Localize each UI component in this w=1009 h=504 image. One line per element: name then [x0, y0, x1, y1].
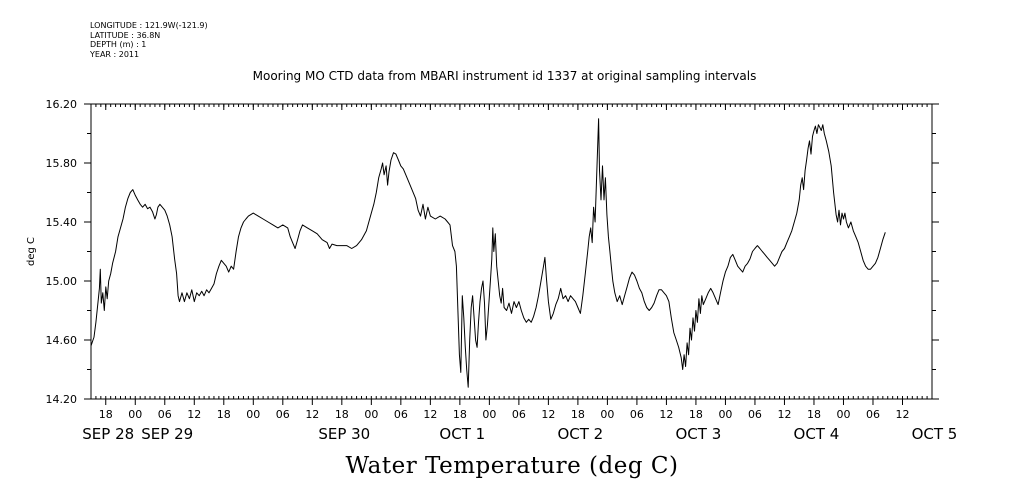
x-tick-label: 18: [99, 408, 113, 421]
x-tick-label: 18: [689, 408, 703, 421]
x-tick-labels: 18 00 06 12 18 00 06 12 18 00 06 12 18 00 06 12 18 00 06 12…: [99, 408, 910, 421]
x-tick-label: 00: [718, 408, 732, 421]
y-tick-labels: 14.20 14.60 15.00 15.40 15.80 16.20: [46, 98, 78, 406]
x-tick-label: 00: [364, 408, 378, 421]
y-tick-label: 14.60: [46, 334, 78, 347]
x-day-label: SEP 30: [318, 425, 370, 443]
depth-label: DEPTH (m) : 1: [90, 40, 147, 49]
x-tick-label: 06: [394, 408, 408, 421]
x-tick-label: 12: [777, 408, 791, 421]
x-tick-label: 12: [895, 408, 909, 421]
y-tick-label: 15.40: [46, 216, 78, 229]
plot-frame: [90, 103, 933, 400]
x-tick-label: 18: [807, 408, 821, 421]
x-tick-label: 18: [217, 408, 231, 421]
x-day-label: OCT 1: [439, 425, 485, 443]
x-tick-label: 12: [187, 408, 201, 421]
x-day-label: OCT 2: [557, 425, 603, 443]
x-tick-label: 00: [482, 408, 496, 421]
latitude-label: LATITUDE : 36.8N: [90, 30, 161, 40]
x-tick-label: 12: [659, 408, 673, 421]
x-day-label: SEP 28: [82, 425, 134, 443]
x-tick-label: 06: [276, 408, 290, 421]
x-tick-label: 12: [423, 408, 437, 421]
x-tick-label: 06: [866, 408, 880, 421]
series-line: [90, 118, 886, 388]
x-tick-label: 18: [453, 408, 467, 421]
day-labels: SEP 28 SEP 29 SEP 30 OCT 1 OCT 2 OCT 3 OCT 4 OC…: [82, 425, 957, 443]
major-ticks: [84, 103, 939, 405]
minor-ticks: [87, 104, 936, 399]
y-tick-label: 15.80: [46, 157, 78, 170]
x-day-label: OCT 4: [794, 425, 840, 443]
longitude-label: LONGITUDE : 121.9W(-121.9): [90, 21, 208, 30]
chart-title: Mooring MO CTD data from MBARI instrumen…: [252, 69, 757, 83]
x-tick-label: 00: [246, 408, 260, 421]
x-tick-label: 06: [630, 408, 644, 421]
x-day-label: OCT 3: [676, 425, 722, 443]
x-tick-label: 00: [836, 408, 850, 421]
x-tick-label: 00: [600, 408, 614, 421]
x-tick-label: 18: [571, 408, 585, 421]
y-tick-label: 15.00: [46, 275, 78, 288]
x-day-label: SEP 29: [141, 425, 193, 443]
year-label: YEAR : 2011: [90, 49, 140, 59]
x-tick-label: 00: [128, 408, 142, 421]
x-tick-label: 12: [305, 408, 319, 421]
station-metadata: LONGITUDE : 121.9W(-121.9) LATITUDE : 36…: [90, 21, 208, 59]
x-tick-label: 18: [335, 408, 349, 421]
y-axis-title: deg C: [26, 237, 37, 266]
x-tick-label: 06: [158, 408, 172, 421]
bottom-title: Water Temperature (deg C): [345, 453, 679, 479]
x-tick-label: 06: [748, 408, 762, 421]
x-tick-label: 06: [512, 408, 526, 421]
x-tick-label: 12: [541, 408, 555, 421]
x-day-label: OCT 5: [912, 425, 958, 443]
y-tick-label: 14.20: [46, 393, 78, 406]
y-tick-label: 16.20: [46, 98, 78, 111]
